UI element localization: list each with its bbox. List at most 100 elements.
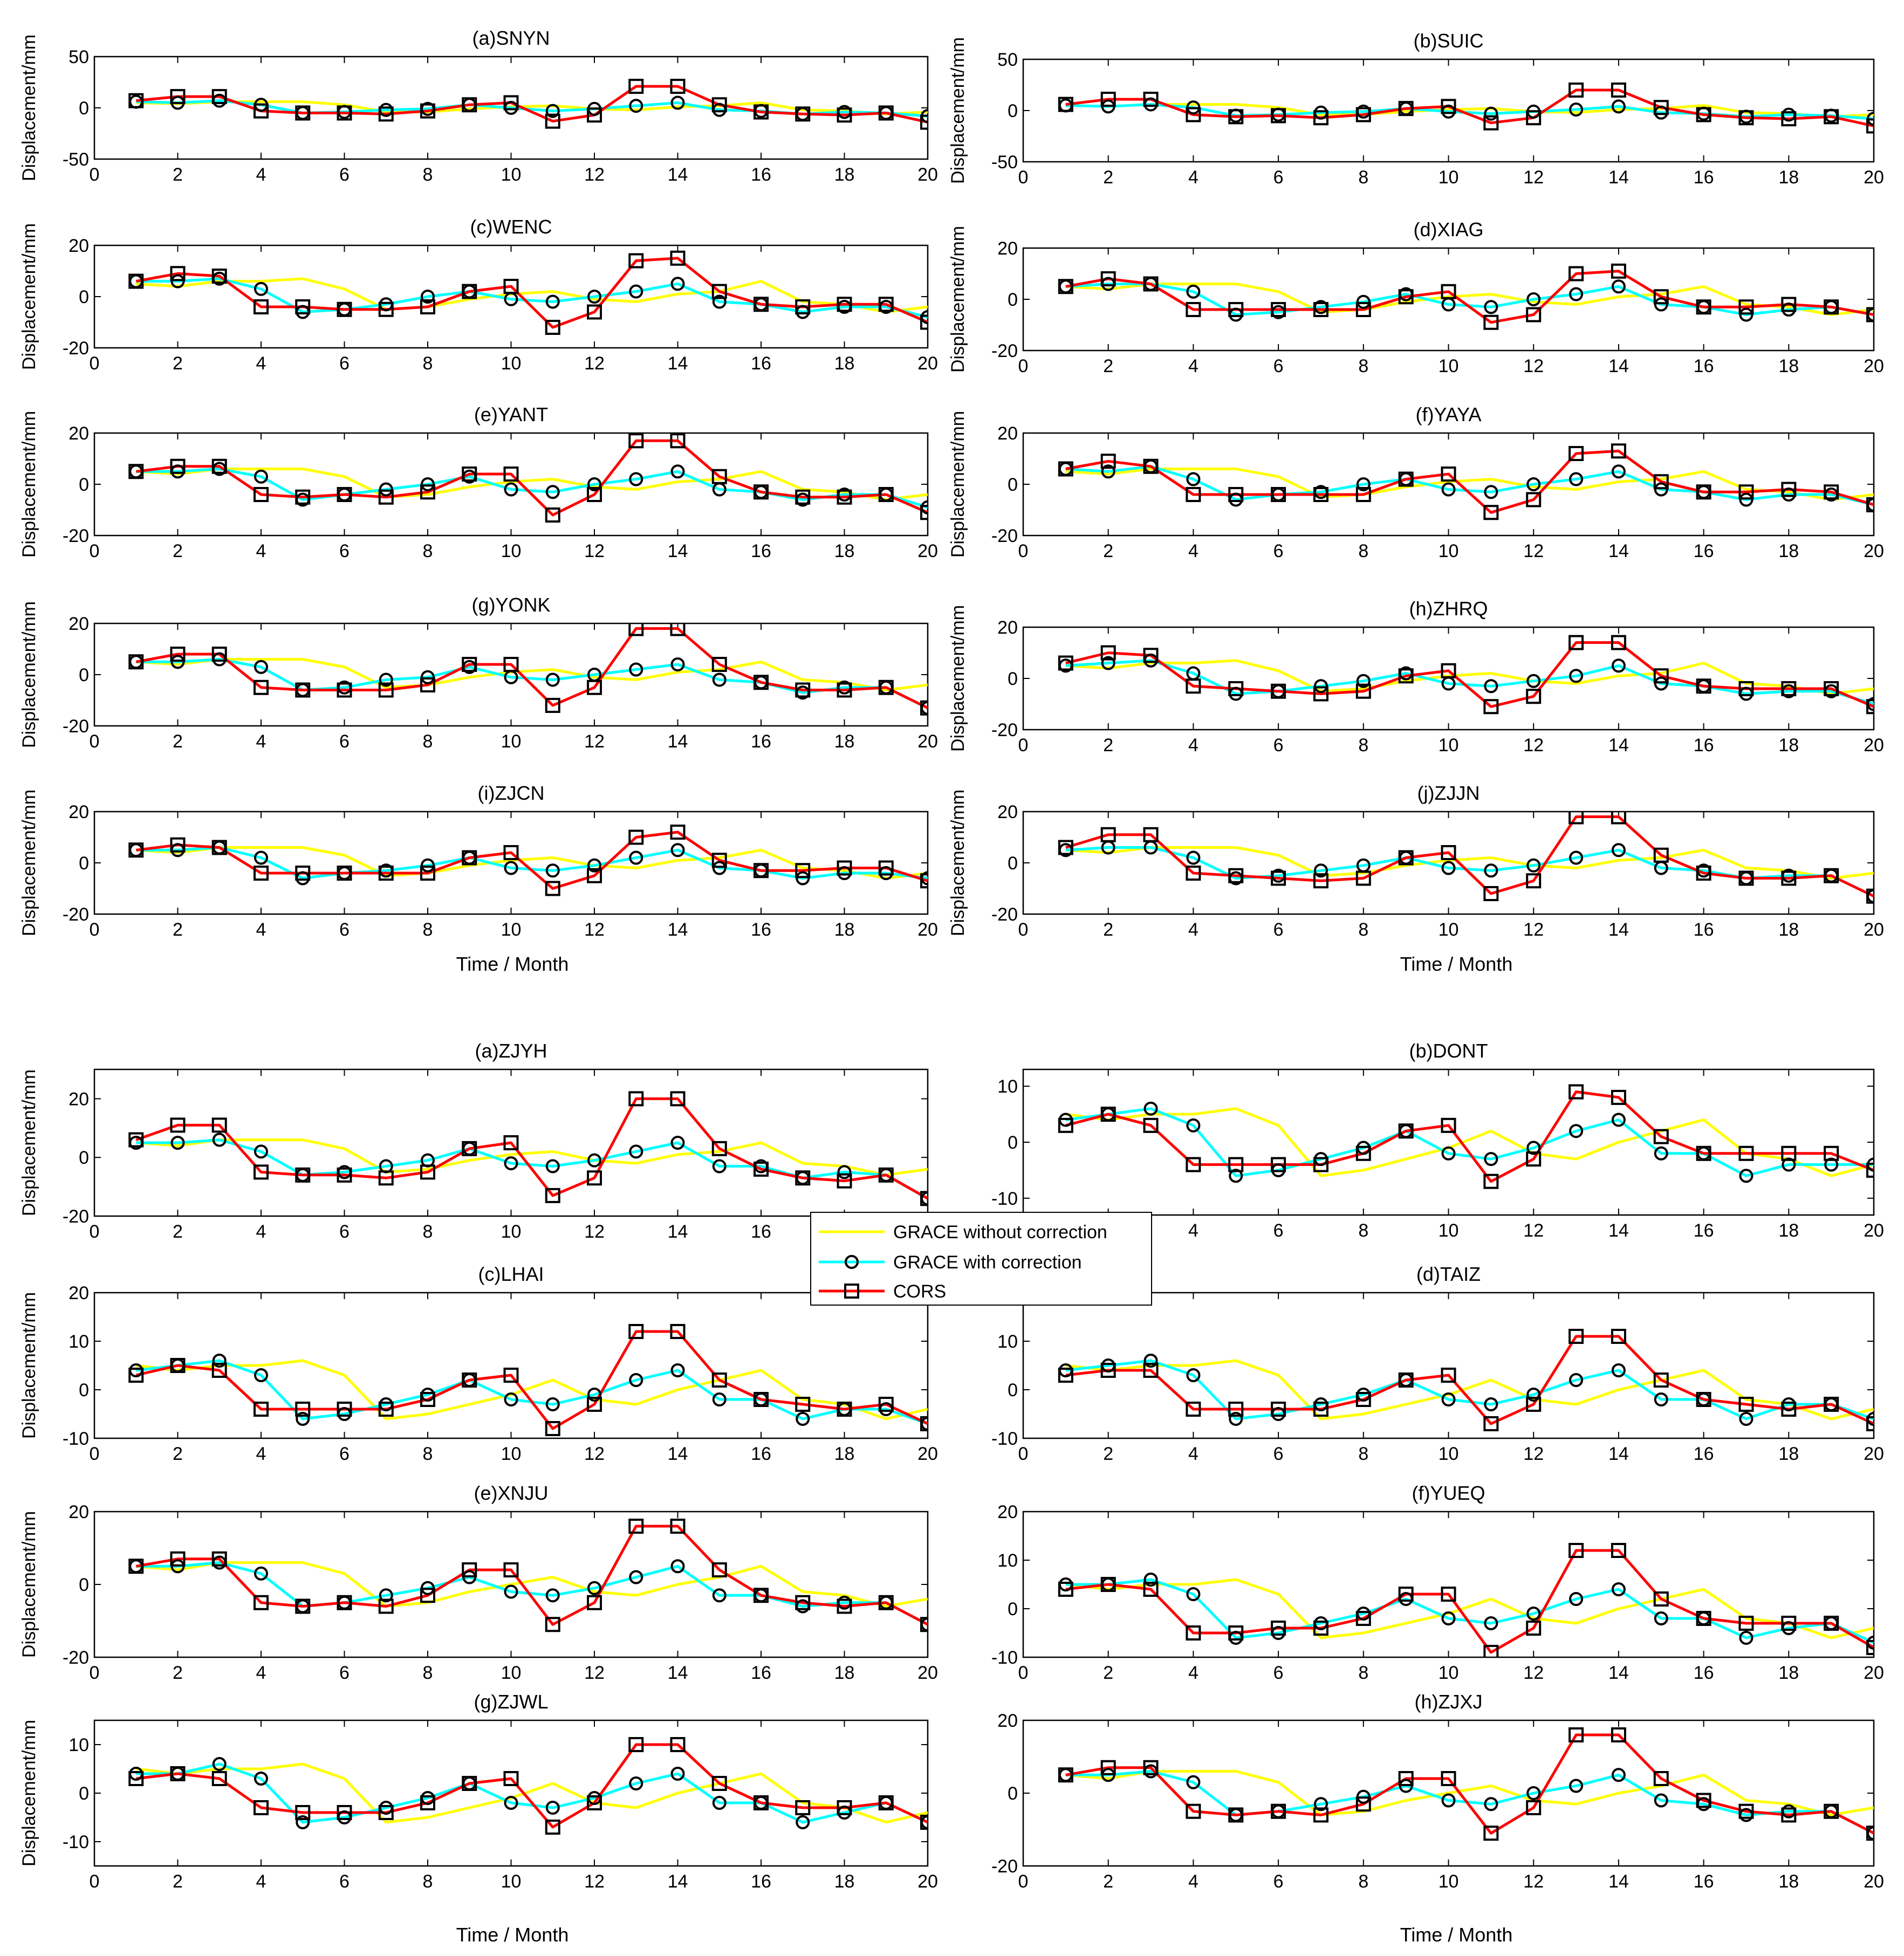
x-tick-label: 18 <box>1778 541 1799 561</box>
cors-point <box>211 269 227 284</box>
cors-point <box>1100 1760 1116 1775</box>
x-tick-label: 0 <box>1018 356 1029 376</box>
axes-box <box>93 1719 929 1867</box>
x-tick-label: 10 <box>501 1663 522 1683</box>
x-tick-label: 10 <box>501 1221 522 1242</box>
cors-point <box>420 1392 435 1407</box>
grace-with-point <box>545 104 560 118</box>
grace-with-point <box>1526 1388 1541 1402</box>
cors-point <box>420 1795 435 1810</box>
cors-point <box>878 1397 894 1412</box>
cors-point <box>420 866 435 881</box>
legend-entry-cors: CORS <box>819 1281 946 1302</box>
x-tick-label: 4 <box>1188 919 1198 940</box>
cors-point <box>1653 1771 1669 1786</box>
x-tick-label: 16 <box>1694 541 1714 561</box>
grace-with-point <box>1782 1157 1796 1172</box>
x-tick-label: 10 <box>501 1871 522 1892</box>
grace-with-point <box>254 850 268 865</box>
cors-point <box>1611 1727 1626 1742</box>
grace-with-line <box>1065 1578 1874 1644</box>
cors-point <box>337 866 352 881</box>
x-tick-label: 6 <box>1273 541 1284 561</box>
x-tick-label: 14 <box>668 1221 688 1242</box>
x-tick-label: 18 <box>834 541 855 561</box>
x-tick-label: 14 <box>1608 1871 1629 1892</box>
y-tick-label: 0 <box>79 1783 89 1804</box>
x-tick-label: 12 <box>1523 541 1544 561</box>
panel-title: (g)YONK <box>471 594 550 616</box>
cors-point <box>1781 1402 1797 1417</box>
cors-point <box>1228 1402 1244 1417</box>
grace-with-point <box>587 858 601 873</box>
cors-point <box>1355 1145 1371 1161</box>
x-tick-label: 14 <box>1608 1663 1629 1683</box>
cors-point <box>1271 1803 1286 1819</box>
grace-with-point <box>254 660 268 674</box>
cors-point <box>128 654 144 670</box>
grace-with-point <box>1739 307 1754 322</box>
x-tick-label: 4 <box>1188 541 1198 561</box>
grace-with-point <box>1569 102 1584 117</box>
cors-point <box>1781 681 1797 696</box>
x-tick-label: 0 <box>90 1444 100 1464</box>
cors-point <box>711 1141 727 1156</box>
grace-without-line <box>1065 846 1874 880</box>
x-tick-label: 16 <box>751 1871 771 1892</box>
x-tick-label: 0 <box>90 164 100 185</box>
x-tick-label: 6 <box>1273 735 1284 756</box>
cors-point <box>1441 845 1456 860</box>
x-tick-label: 14 <box>668 541 688 561</box>
cors-point <box>878 487 894 502</box>
x-tick-label: 12 <box>584 919 605 940</box>
y-tick-label: 0 <box>1008 101 1018 121</box>
y-tick-label: -10 <box>991 1648 1018 1668</box>
cors-point <box>1186 302 1201 317</box>
x-tick-label: 14 <box>668 1663 688 1683</box>
grace-with-point <box>421 477 435 491</box>
x-tick-label: 4 <box>1188 1663 1198 1683</box>
x-tick-label: 2 <box>173 1663 183 1683</box>
cors-point <box>1611 812 1626 825</box>
cors-point <box>1355 683 1371 699</box>
cors-point <box>1398 850 1414 866</box>
y-tick-label: 20 <box>997 1502 1018 1522</box>
series-layer <box>128 433 928 523</box>
grace-with-point <box>1526 1786 1541 1800</box>
cors-point <box>295 299 311 314</box>
x-tick-label: 10 <box>501 731 522 752</box>
legend-label-grace-without: GRACE without correction <box>893 1222 1107 1243</box>
cors-point <box>670 1737 686 1752</box>
cors-point <box>1696 1392 1711 1407</box>
cors-point <box>711 657 727 672</box>
cors-point <box>420 299 435 314</box>
cors-point <box>670 825 686 840</box>
x-tick-label: 6 <box>1273 1663 1284 1683</box>
x-tick-label: 14 <box>1608 356 1629 376</box>
cors-point <box>587 868 602 883</box>
cors-point <box>420 103 435 119</box>
x-tick-label: 18 <box>1778 1663 1799 1683</box>
cors-point <box>254 1402 269 1417</box>
x-tick-label: 8 <box>423 919 433 940</box>
cors-point <box>545 1421 560 1436</box>
x-tick-label: 10 <box>1439 1663 1459 1683</box>
grace-with-point <box>712 1796 727 1810</box>
x-tick-label: 14 <box>668 731 688 752</box>
cors-point <box>587 1795 602 1810</box>
cors-point <box>878 860 894 876</box>
cors-point <box>1866 699 1874 715</box>
grace-with-point <box>1611 464 1626 479</box>
cors-point <box>628 1324 644 1339</box>
cors-point <box>545 113 560 129</box>
cors-point <box>587 1170 602 1186</box>
y-axis-label: Displacement/mm <box>19 1511 39 1658</box>
grace-with-point <box>254 282 268 296</box>
x-tick-label: 10 <box>1439 1220 1459 1241</box>
cors-point <box>587 107 602 123</box>
